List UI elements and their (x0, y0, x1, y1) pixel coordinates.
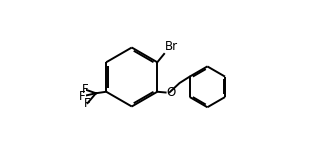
Text: F: F (84, 97, 91, 110)
Text: O: O (166, 86, 175, 99)
Text: Br: Br (165, 40, 178, 53)
Text: F: F (79, 90, 86, 103)
Text: F: F (82, 83, 88, 96)
